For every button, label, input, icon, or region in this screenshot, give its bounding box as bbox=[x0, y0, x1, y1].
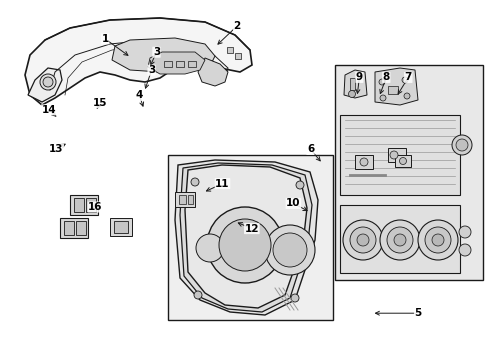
Circle shape bbox=[206, 207, 283, 283]
Bar bbox=[187, 195, 193, 204]
Text: 15: 15 bbox=[93, 98, 107, 108]
Circle shape bbox=[379, 95, 385, 101]
Circle shape bbox=[290, 294, 298, 302]
Circle shape bbox=[196, 234, 224, 262]
Bar bbox=[76, 221, 86, 235]
Bar bbox=[175, 192, 195, 207]
Polygon shape bbox=[343, 70, 366, 98]
Bar bbox=[64, 221, 74, 235]
Bar bbox=[176, 61, 183, 67]
Circle shape bbox=[348, 90, 355, 98]
Bar bbox=[74, 198, 84, 212]
Text: 2: 2 bbox=[233, 21, 240, 31]
Bar bbox=[110, 218, 132, 236]
Bar bbox=[334, 65, 482, 280]
Circle shape bbox=[194, 291, 202, 299]
Circle shape bbox=[40, 74, 56, 90]
Circle shape bbox=[451, 135, 471, 155]
Polygon shape bbox=[28, 68, 62, 102]
Circle shape bbox=[458, 244, 470, 256]
Text: 5: 5 bbox=[414, 308, 421, 318]
Polygon shape bbox=[148, 52, 204, 74]
Circle shape bbox=[359, 158, 367, 166]
Circle shape bbox=[403, 93, 409, 99]
Text: 11: 11 bbox=[215, 179, 229, 189]
Text: 10: 10 bbox=[285, 198, 300, 208]
Circle shape bbox=[219, 219, 270, 271]
Polygon shape bbox=[175, 160, 317, 315]
Bar bbox=[235, 53, 241, 59]
Circle shape bbox=[272, 233, 306, 267]
Bar bbox=[387, 148, 405, 162]
Bar bbox=[179, 195, 185, 204]
Bar bbox=[349, 78, 354, 90]
Circle shape bbox=[356, 234, 368, 246]
Text: 9: 9 bbox=[355, 72, 362, 82]
Text: 7: 7 bbox=[404, 72, 411, 82]
Text: 8: 8 bbox=[382, 72, 389, 82]
Bar bbox=[339, 115, 459, 195]
Bar bbox=[354, 155, 372, 169]
Polygon shape bbox=[180, 163, 311, 312]
Polygon shape bbox=[25, 18, 251, 105]
Text: 6: 6 bbox=[306, 144, 313, 154]
Circle shape bbox=[455, 139, 467, 151]
Circle shape bbox=[386, 227, 412, 253]
Polygon shape bbox=[112, 38, 215, 72]
Bar bbox=[394, 155, 410, 167]
Circle shape bbox=[389, 151, 397, 159]
Bar bbox=[114, 221, 128, 233]
Bar bbox=[86, 198, 96, 212]
Circle shape bbox=[378, 79, 384, 85]
Circle shape bbox=[379, 220, 419, 260]
Text: 4: 4 bbox=[135, 90, 143, 100]
Bar bbox=[70, 195, 98, 215]
Circle shape bbox=[349, 227, 375, 253]
Bar bbox=[387, 86, 397, 94]
Circle shape bbox=[264, 225, 314, 275]
Bar bbox=[339, 205, 459, 273]
Polygon shape bbox=[184, 165, 306, 308]
Polygon shape bbox=[198, 58, 227, 86]
Circle shape bbox=[342, 220, 382, 260]
Circle shape bbox=[431, 234, 443, 246]
Bar bbox=[163, 61, 172, 67]
Bar bbox=[187, 61, 196, 67]
Circle shape bbox=[424, 227, 450, 253]
Circle shape bbox=[191, 178, 199, 186]
Text: 1: 1 bbox=[102, 34, 108, 44]
Text: 3: 3 bbox=[153, 47, 160, 57]
Circle shape bbox=[393, 234, 405, 246]
Circle shape bbox=[458, 226, 470, 238]
Text: 12: 12 bbox=[244, 224, 259, 234]
Circle shape bbox=[295, 181, 304, 189]
Text: 3: 3 bbox=[148, 65, 155, 75]
Text: 16: 16 bbox=[88, 202, 102, 212]
Bar bbox=[60, 218, 88, 238]
Polygon shape bbox=[374, 68, 417, 105]
Text: 14: 14 bbox=[41, 105, 56, 115]
Circle shape bbox=[401, 77, 407, 83]
Text: 13: 13 bbox=[49, 144, 63, 154]
Bar bbox=[226, 47, 232, 53]
Circle shape bbox=[43, 77, 53, 87]
Circle shape bbox=[417, 220, 457, 260]
Bar bbox=[168, 155, 332, 320]
Circle shape bbox=[399, 158, 406, 165]
